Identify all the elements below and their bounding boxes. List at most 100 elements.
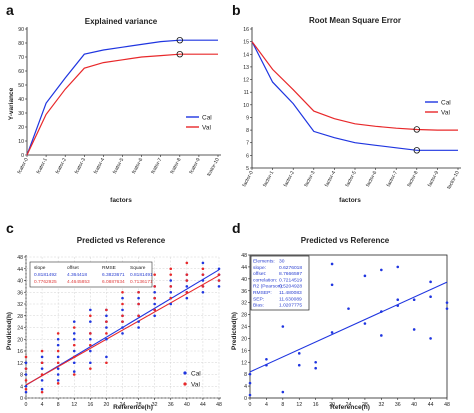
chart-c-point-cal: [89, 337, 92, 341]
chart-b-x-tick-label: factor-3: [303, 170, 316, 188]
chart-d-point-val: [412, 298, 416, 301]
chart-a-series-cal-line: [26, 39, 218, 156]
chart-c-point-val: [201, 267, 205, 271]
chart-c-point-val: [105, 308, 108, 312]
chart-c-point-val: [56, 349, 60, 353]
chart-c-point-val: [56, 382, 60, 385]
chart-c-stats-cell-cal: 6.3823671: [102, 272, 125, 278]
chart-d-xlabel: Reference(h): [330, 404, 370, 411]
chart-c-x-tick-label: 4: [41, 402, 44, 408]
chart-c-y-tick-label: 20: [17, 337, 23, 343]
chart-d-x-tick-label: 12: [296, 402, 302, 408]
chart-b-y-tick-label: 5: [246, 166, 249, 172]
chart-c-point-val: [24, 387, 28, 391]
chart-a-y-tick-label: 0: [21, 153, 24, 159]
chart-c-point-val: [89, 343, 92, 347]
chart-d-x-tick-label: 40: [411, 402, 417, 408]
chart-c-point-val: [105, 320, 108, 323]
chart-c-point-cal: [153, 314, 156, 318]
chart-a-x-tick-label: fcator-2: [55, 157, 68, 175]
chart-d-point-val: [396, 298, 400, 301]
chart-d-y-tick-label: 44: [241, 265, 247, 271]
chart-c-point-val: [89, 367, 92, 370]
chart-c-point-val: [153, 273, 156, 276]
chart-a-title: Explained variance: [85, 17, 158, 26]
chart-d-stats-value: 8.7666597: [279, 271, 302, 277]
chart-c-point-val: [217, 279, 221, 282]
chart-c-point-cal: [24, 384, 28, 388]
chart-d-point-val: [445, 307, 449, 310]
panel-letter-a: a: [6, 2, 14, 18]
chart-c-y-tick-label: 16: [17, 349, 23, 355]
chart-d-stats-label: correlation:: [253, 277, 277, 283]
chart-b-series-val-line: [251, 41, 458, 131]
chart-d-stats-label: Bias:: [253, 303, 264, 309]
chart-c-stats-cell-val: 0.7762925: [34, 279, 57, 285]
chart-d-y-tick-label: 16: [241, 348, 247, 354]
chart-d-stats-value: 0.7214519: [279, 277, 302, 283]
chart-c-point-cal: [56, 373, 60, 376]
panel-letter-c: c: [6, 220, 14, 236]
chart-d-point-val: [314, 360, 317, 364]
chart-a-x-tick-label: fcator-1: [36, 157, 49, 175]
chart-c-point-val: [185, 261, 189, 265]
chart-a-y-tick-label: 70: [18, 55, 24, 61]
chart-c-x-tick-label: 20: [104, 402, 110, 408]
chart-c-point-val: [121, 314, 124, 318]
chart-d-stats-label: offset:: [253, 271, 266, 277]
chart-c-y-tick-label: 0: [20, 396, 23, 402]
chart-c-y-tick-label: 8: [20, 373, 23, 379]
chart-c-stats-box: [29, 261, 153, 288]
chart-c-point-val: [137, 290, 140, 294]
chart-c-y-tick-label: 48: [17, 255, 23, 261]
chart-c-point-cal: [105, 337, 108, 341]
chart-c-point-cal: [24, 390, 28, 394]
chart-c-point-cal: [40, 387, 44, 391]
chart-c-point-val: [24, 355, 28, 359]
chart-c-x-tick-label: 12: [71, 402, 77, 408]
chart-d-stats-value: 11.480083: [279, 290, 302, 296]
chart-c-x-tick-label: 44: [200, 402, 206, 408]
chart-d-point-val: [412, 328, 416, 331]
chart-b-x-tick-label: factor-2: [283, 170, 296, 188]
chart-b-y-tick-label: 13: [243, 65, 249, 71]
chart-c-point-val: [24, 379, 28, 382]
chart-d-point-val: [281, 325, 285, 328]
chart-c-point-cal: [40, 355, 44, 359]
chart-d-point-val: [347, 307, 350, 310]
chart-d-x-tick-label: 8: [281, 402, 284, 408]
chart-c-point-val: [121, 302, 124, 306]
chart-b-x-tick-label: factor-8: [406, 170, 419, 188]
chart-b-x-tick-label: factor-6: [365, 170, 378, 188]
chart-c-point-val: [72, 326, 76, 329]
chart-d-point-val: [330, 262, 334, 266]
chart-d-stats-value: 30: [279, 259, 285, 265]
chart-c-point-val: [153, 296, 156, 300]
chart-d-point-val: [429, 337, 432, 340]
chart-c-point-cal: [137, 326, 140, 329]
chart-d-x-tick-label: 48: [444, 402, 450, 408]
chart-a-y-tick-label: 50: [18, 83, 24, 89]
chart-a-x-tick-label: fcator-8: [169, 157, 182, 175]
chart-c-point-cal: [24, 373, 28, 376]
chart-c-legend-label-val: Val: [191, 381, 200, 388]
chart-c-stats-header: RMSE: [102, 265, 116, 271]
chart-c-point-val: [169, 273, 173, 276]
chart-d-point-val: [330, 331, 334, 334]
chart-c-stats-cell-cal: 0.8181491: [130, 272, 153, 278]
chart-a-x-tick-label: fcator-9: [188, 157, 201, 175]
chart-d-x-tick-label: 4: [265, 402, 268, 408]
chart-d-stats-label: R2 (Pearson):: [253, 284, 283, 290]
chart-d-x-tick-label: 0: [249, 402, 252, 408]
chart-d-x-tick-label: 32: [378, 402, 384, 408]
chart-c-stats-cell-cal: 4.364418: [67, 272, 87, 278]
chart-c-point-cal: [105, 314, 108, 318]
chart-b-optimum-marker: [413, 126, 420, 133]
chart-c-point-cal: [40, 367, 44, 370]
chart-a-y-tick-label: 40: [18, 97, 24, 103]
chart-c-point-cal: [72, 332, 76, 335]
chart-c-legend-label-cal: Cal: [191, 370, 201, 377]
chart-c-point-val: [153, 308, 156, 312]
